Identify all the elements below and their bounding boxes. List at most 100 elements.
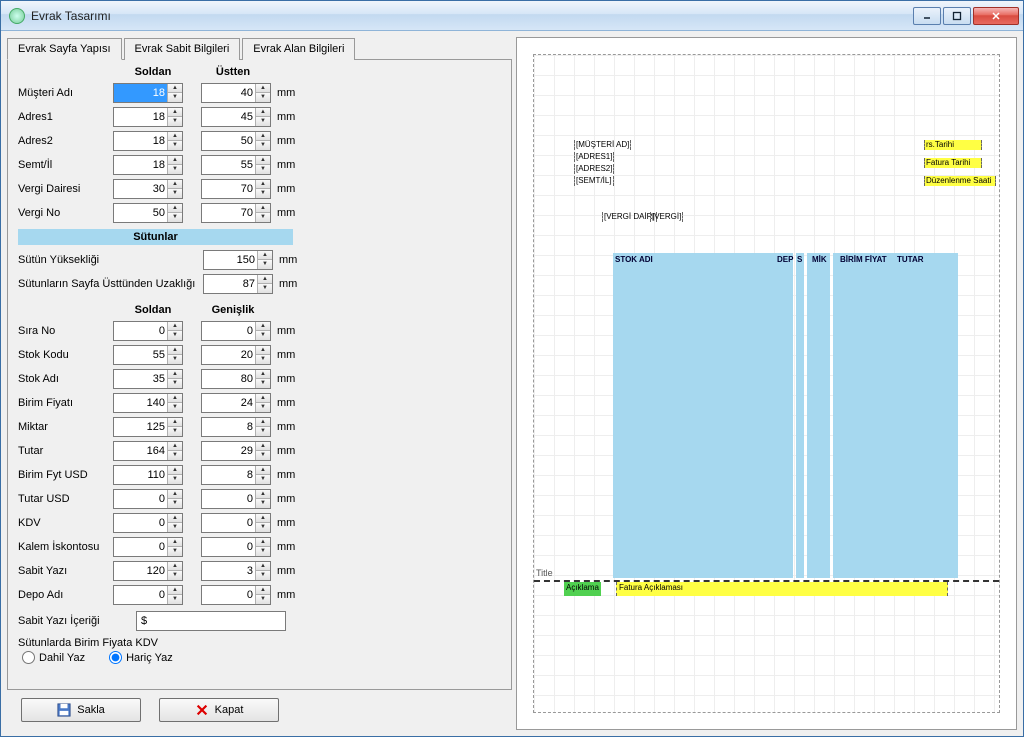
preview-field: [MÜŞTERİ AD] [574, 140, 631, 150]
spin[interactable]: ▲▼ [113, 417, 183, 437]
spin[interactable]: ▲▼ [201, 155, 271, 175]
spin[interactable]: ▲▼ [113, 441, 183, 461]
titlebar: Evrak Tasarımı [1, 1, 1023, 31]
spin[interactable]: ▲▼ [113, 537, 183, 557]
preview-col-header: DEP [777, 253, 793, 264]
window-title: Evrak Tasarımı [31, 9, 913, 23]
preview-col-header: MİK [812, 253, 827, 264]
spin[interactable]: ▲▼ [201, 585, 271, 605]
spin[interactable]: ▲▼ [113, 393, 183, 413]
spin[interactable]: ▲▼ [113, 489, 183, 509]
spin[interactable]: ▲▼ [201, 561, 271, 581]
spin[interactable]: ▲▼ [201, 393, 271, 413]
field-label: Adres1 [18, 111, 113, 123]
spin[interactable]: ▲▼ [201, 131, 271, 151]
header-soldan: Soldan [113, 66, 193, 78]
tab-page-structure[interactable]: Evrak Sayfa Yapısı [7, 38, 122, 60]
preview-yellow-bar: Fatura Açıklaması [616, 582, 948, 596]
col-label: Stok Adı [18, 373, 113, 385]
col-label: Miktar [18, 421, 113, 433]
spin[interactable]: ▲▼ [113, 321, 183, 341]
maximize-button[interactable] [943, 7, 971, 25]
spin[interactable]: ▲▼ [113, 585, 183, 605]
col-label: Tutar [18, 445, 113, 457]
preview-yellow-field: rs.Tarihi [924, 140, 982, 150]
tab-strip: Evrak Sayfa Yapısı Evrak Sabit Bilgileri… [7, 37, 512, 60]
spin[interactable]: ▲▼ [113, 131, 183, 151]
preview-column [833, 253, 958, 578]
preview-panel: [MÜŞTERİ AD][ADRES1][ADRES2][SEMT/İL][VE… [516, 37, 1017, 730]
col-label: Sabit Yazı [18, 565, 113, 577]
preview-field: [ADRES2] [574, 164, 614, 174]
spin[interactable]: ▲▼ [201, 537, 271, 557]
col-label: Birim Fyt USD [18, 469, 113, 481]
spin[interactable]: ▲▼ [201, 203, 271, 223]
minimize-button[interactable] [913, 7, 941, 25]
left-panel: Evrak Sayfa Yapısı Evrak Sabit Bilgileri… [7, 37, 512, 730]
spin[interactable]: ▲▼ [201, 107, 271, 127]
col-label: KDV [18, 517, 113, 529]
spin[interactable]: ▲▼ [113, 107, 183, 127]
field-label: Vergi No [18, 207, 113, 219]
spin[interactable]: ▲▼ [113, 203, 183, 223]
spin[interactable]: ▲▼ [113, 561, 183, 581]
window: Evrak Tasarımı Evrak Sayfa Yapısı Evrak … [0, 0, 1024, 737]
preview-yellow-field: Fatura Tarihi [924, 158, 982, 168]
spin[interactable]: ▲▼ [201, 321, 271, 341]
save-button[interactable]: Sakla [21, 698, 141, 722]
spin[interactable]: ▲▼ [201, 513, 271, 533]
col-label: Depo Adı [18, 589, 113, 601]
title-text: Title [536, 568, 553, 578]
spin[interactable]: ▲▼ [113, 513, 183, 533]
spin[interactable]: ▲▼ [113, 465, 183, 485]
spin[interactable]: ▲▼ [113, 83, 183, 103]
spin[interactable]: ▲▼ [113, 369, 183, 389]
preview-col-header: TUTAR [897, 253, 924, 264]
spin[interactable]: ▲▼ [201, 179, 271, 199]
client-area: Evrak Sayfa Yapısı Evrak Sabit Bilgileri… [1, 31, 1023, 736]
preview-col-header: S [797, 253, 802, 264]
radio-haric[interactable]: Hariç Yaz [109, 651, 173, 664]
spin[interactable]: ▲▼ [113, 179, 183, 199]
field-label: Adres2 [18, 135, 113, 147]
spin[interactable]: ▲▼ [201, 489, 271, 509]
col-height-spin[interactable]: ▲▼ [203, 250, 273, 270]
spin[interactable]: ▲▼ [113, 155, 183, 175]
radio-dahil[interactable]: Dahil Yaz [22, 651, 85, 664]
close-button[interactable] [973, 7, 1019, 25]
header-genislik: Genişlik [193, 304, 273, 316]
preview-column [613, 253, 793, 578]
save-icon [57, 703, 71, 717]
col-top-spin[interactable]: ▲▼ [203, 274, 273, 294]
preview-green-block: Açıklama [564, 582, 601, 596]
kdv-group-label: Sütunlarda Birim Fiyata KDV [18, 637, 501, 649]
spin[interactable]: ▲▼ [201, 441, 271, 461]
col-top-label: Sütunların Sayfa Üsttünden Uzaklığı [18, 278, 203, 290]
preview-col-header: BİRİM FİYAT [840, 253, 887, 264]
field-label: Müşteri Adı [18, 87, 113, 99]
header-ustten: Üstten [193, 66, 273, 78]
spin[interactable]: ▲▼ [201, 465, 271, 485]
spin[interactable]: ▲▼ [201, 345, 271, 365]
tab-body: Soldan Üstten Müşteri Adı▲▼▲▼mmAdres1▲▼▲… [7, 60, 512, 690]
preview-field: [SEMT/İL] [574, 176, 614, 186]
tab-fixed-info[interactable]: Evrak Sabit Bilgileri [124, 38, 241, 60]
spin[interactable]: ▲▼ [113, 345, 183, 365]
field-label: Semt/İl [18, 159, 113, 171]
spin[interactable]: ▲▼ [201, 369, 271, 389]
col-label: Birim Fiyatı [18, 397, 113, 409]
sabit-label: Sabit Yazı İçeriği [18, 615, 136, 627]
preview-field: [ADRES1] [574, 152, 614, 162]
x-icon [195, 703, 209, 717]
spin[interactable]: ▲▼ [201, 417, 271, 437]
spin[interactable]: ▲▼ [201, 83, 271, 103]
col-height-label: Sütün Yüksekliği [18, 254, 203, 266]
col-label: Kalem İskontosu [18, 541, 113, 553]
col-label: Sıra No [18, 325, 113, 337]
sabit-input[interactable] [136, 611, 286, 631]
preview-yellow-field: Düzenlenme Saati [924, 176, 996, 186]
app-icon [9, 8, 25, 24]
close-app-button[interactable]: Kapat [159, 698, 279, 722]
col-label: Tutar USD [18, 493, 113, 505]
tab-field-info[interactable]: Evrak Alan Bilgileri [242, 38, 355, 60]
